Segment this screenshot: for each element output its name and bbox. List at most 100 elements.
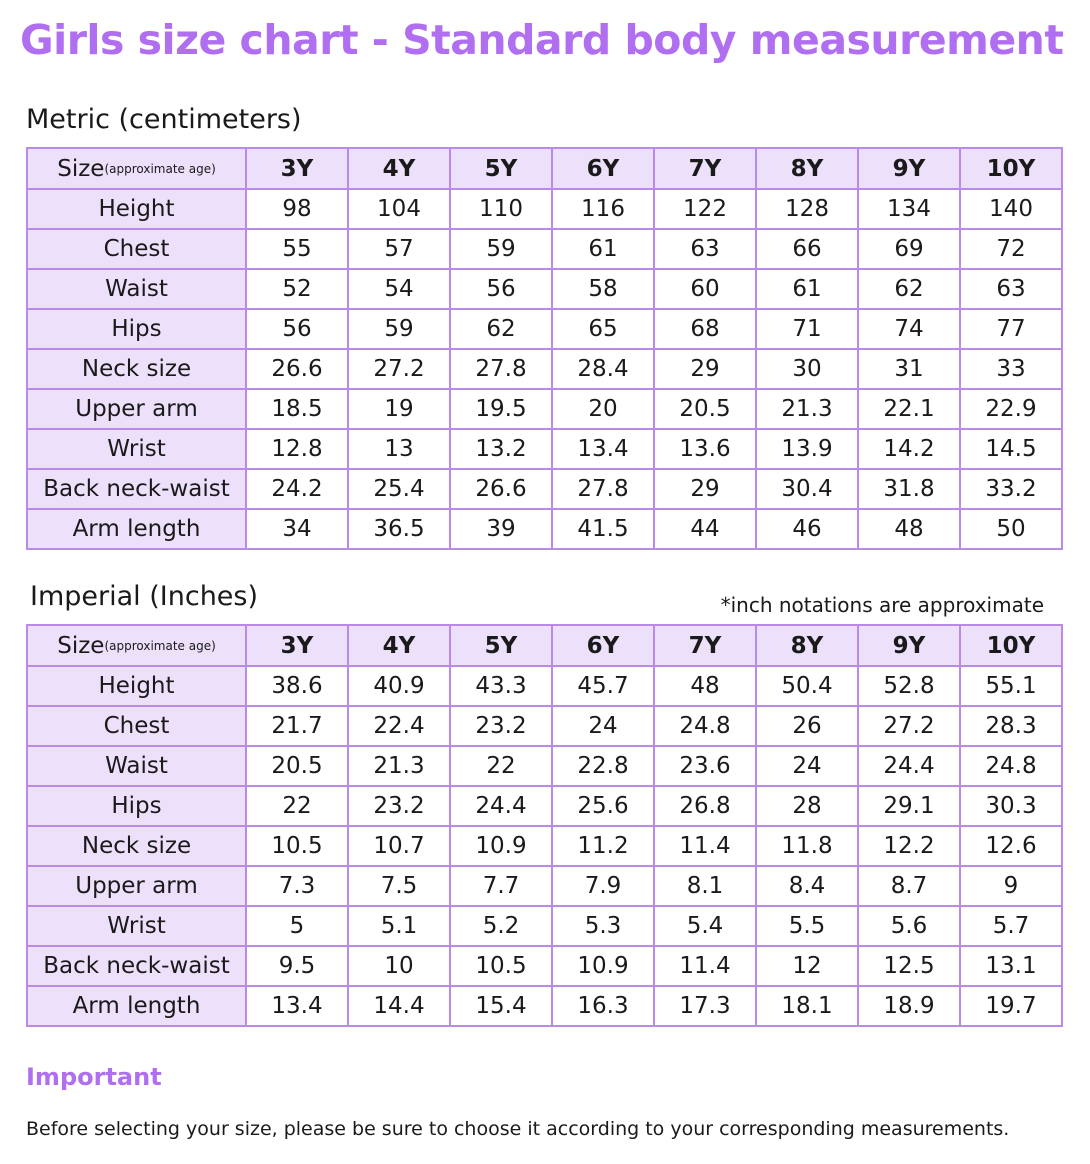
- size-header-sublabel: (approximate age): [104, 638, 216, 653]
- measurement-value: 13.4: [551, 428, 655, 470]
- measurement-value: 14.2: [857, 428, 961, 470]
- measurement-label: Chest: [26, 705, 247, 747]
- measurement-value: 22: [449, 745, 553, 787]
- measurement-value: 7.7: [449, 865, 553, 907]
- measurement-value: 11.4: [653, 945, 757, 987]
- measurement-value: 66: [755, 228, 859, 270]
- measurement-label: Waist: [26, 745, 247, 787]
- measurement-value: 13.6: [653, 428, 757, 470]
- measurement-value: 13.2: [449, 428, 553, 470]
- measurement-value: 19.7: [959, 985, 1063, 1027]
- measurement-value: 23.2: [449, 705, 553, 747]
- size-column-header: 5Y: [449, 147, 553, 190]
- measurement-value: 8.7: [857, 865, 961, 907]
- measurement-label: Back neck-waist: [26, 945, 247, 987]
- measurement-value: 26.8: [653, 785, 757, 827]
- measurement-value: 59: [449, 228, 553, 270]
- table-header-row: Size(approximate age) 3Y 4Y 5Y 6Y 7Y 8Y 9Y 10Y: [26, 624, 1063, 667]
- measurement-value: 10.5: [245, 825, 349, 867]
- measurement-value: 20.5: [653, 388, 757, 430]
- measurement-value: 10.5: [449, 945, 553, 987]
- size-column-header: 4Y: [347, 147, 451, 190]
- measurement-value: 128: [755, 188, 859, 230]
- measurement-value: 24: [551, 705, 655, 747]
- measurement-value: 20.5: [245, 745, 349, 787]
- measurement-label: Height: [26, 665, 247, 707]
- measurement-value: 46: [755, 508, 859, 550]
- measurement-value: 72: [959, 228, 1063, 270]
- size-column-header: 6Y: [551, 147, 655, 190]
- measurement-value: 8.4: [755, 865, 859, 907]
- measurement-value: 22: [245, 785, 349, 827]
- measurement-value: 59: [347, 308, 451, 350]
- measurement-value: 28.3: [959, 705, 1063, 747]
- size-column-header: 10Y: [959, 624, 1063, 667]
- measurement-value: 19: [347, 388, 451, 430]
- size-column-header: 4Y: [347, 624, 451, 667]
- table-row: Wrist 12.8 13 13.2 13.4 13.6 13.9 14.2 14.5: [26, 428, 1063, 470]
- measurement-value: 68: [653, 308, 757, 350]
- measurement-value: 26: [755, 705, 859, 747]
- measurement-value: 24: [755, 745, 859, 787]
- measurement-value: 77: [959, 308, 1063, 350]
- measurement-label: Wrist: [26, 428, 247, 470]
- metric-size-table: Size(approximate age) 3Y 4Y 5Y 6Y 7Y 8Y 9Y 10Y H…: [26, 147, 1063, 550]
- measurement-value: 10: [347, 945, 451, 987]
- measurement-value: 58: [551, 268, 655, 310]
- size-column-header: 8Y: [755, 147, 859, 190]
- size-column-header: 6Y: [551, 624, 655, 667]
- measurement-value: 33.2: [959, 468, 1063, 510]
- table-row: Neck size 26.6 27.2 27.8 28.4 29 30 31 33: [26, 348, 1063, 390]
- measurement-label: Wrist: [26, 905, 247, 947]
- measurement-value: 29.1: [857, 785, 961, 827]
- metric-heading: Metric (centimeters): [26, 104, 302, 135]
- table-row: Hips 56 59 62 65 68 71 74 77: [26, 308, 1063, 350]
- measurement-value: 30.3: [959, 785, 1063, 827]
- measurement-value: 22.8: [551, 745, 655, 787]
- measurement-label: Arm length: [26, 985, 247, 1027]
- measurement-value: 39: [449, 508, 553, 550]
- measurement-value: 7.9: [551, 865, 655, 907]
- size-column-header: 8Y: [755, 624, 859, 667]
- measurement-value: 14.4: [347, 985, 451, 1027]
- measurement-value: 31: [857, 348, 961, 390]
- table-row: Waist 20.5 21.3 22 22.8 23.6 24 24.4 24.8: [26, 745, 1063, 787]
- measurement-value: 26.6: [245, 348, 349, 390]
- measurement-value: 9.5: [245, 945, 349, 987]
- measurement-value: 5.5: [755, 905, 859, 947]
- measurement-value: 11.2: [551, 825, 655, 867]
- measurement-value: 14.5: [959, 428, 1063, 470]
- measurement-value: 50: [959, 508, 1063, 550]
- measurement-label: Waist: [26, 268, 247, 310]
- table-row: Height 38.6 40.9 43.3 45.7 48 50.4 52.8 55.1: [26, 665, 1063, 707]
- measurement-value: 134: [857, 188, 961, 230]
- measurement-value: 56: [449, 268, 553, 310]
- measurement-value: 52: [245, 268, 349, 310]
- table-row: Wrist 5 5.1 5.2 5.3 5.4 5.5 5.6 5.7: [26, 905, 1063, 947]
- measurement-value: 5.4: [653, 905, 757, 947]
- measurement-value: 13: [347, 428, 451, 470]
- table-row: Back neck-waist 9.5 10 10.5 10.9 11.4 12 12.5 13…: [26, 945, 1063, 987]
- table-row: Upper arm 18.5 19 19.5 20 20.5 21.3 22.1 22.9: [26, 388, 1063, 430]
- measurement-value: 27.2: [347, 348, 451, 390]
- measurement-value: 17.3: [653, 985, 757, 1027]
- measurement-value: 5.3: [551, 905, 655, 947]
- inch-approximation-note: *inch notations are approximate: [720, 593, 1044, 617]
- measurement-value: 52.8: [857, 665, 961, 707]
- measurement-value: 10.9: [449, 825, 553, 867]
- size-header-label: Size: [57, 155, 105, 182]
- measurement-value: 24.4: [449, 785, 553, 827]
- measurement-value: 5.1: [347, 905, 451, 947]
- measurement-value: 140: [959, 188, 1063, 230]
- measurement-value: 11.8: [755, 825, 859, 867]
- measurement-value: 61: [551, 228, 655, 270]
- measurement-label: Upper arm: [26, 865, 247, 907]
- measurement-value: 24.8: [959, 745, 1063, 787]
- measurement-value: 27.8: [551, 468, 655, 510]
- measurement-value: 12.6: [959, 825, 1063, 867]
- measurement-value: 48: [653, 665, 757, 707]
- measurement-value: 13.9: [755, 428, 859, 470]
- measurement-value: 55.1: [959, 665, 1063, 707]
- measurement-label: Back neck-waist: [26, 468, 247, 510]
- measurement-value: 62: [857, 268, 961, 310]
